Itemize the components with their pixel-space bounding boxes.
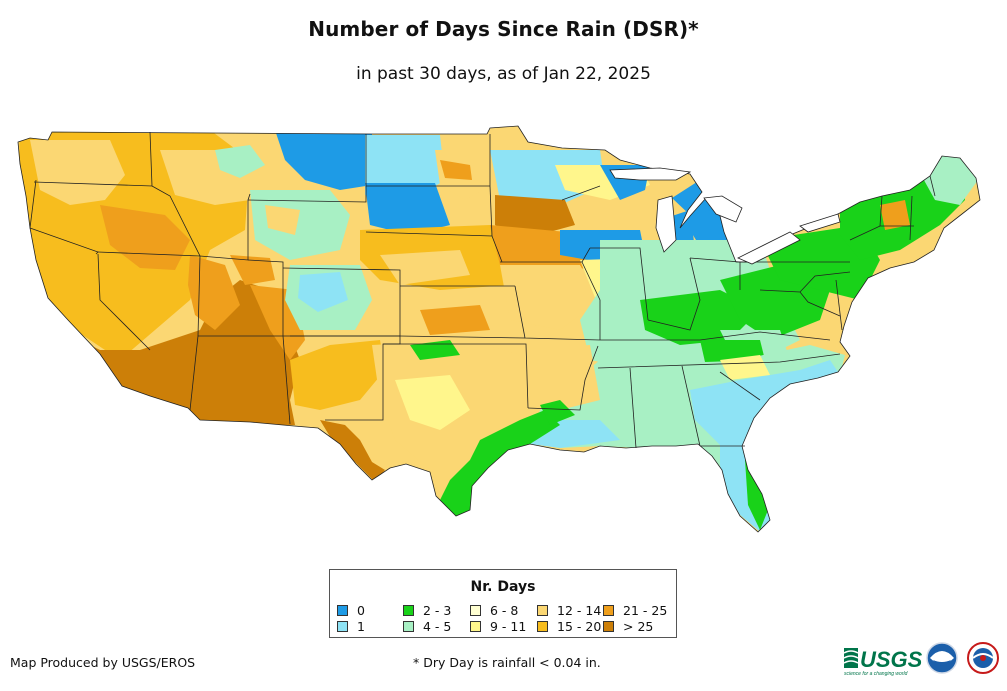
legend-swatch <box>337 605 348 616</box>
legend: Nr. Days 0 1 2 - 3 4 - 5 6 - 8 9 - 11 12… <box>329 569 677 638</box>
legend-item: 21 - 25 <box>603 604 667 618</box>
legend-swatch <box>603 605 614 616</box>
map-subtitle: in past 30 days, as of Jan 22, 2025 <box>356 64 651 84</box>
legend-label: 15 - 20 <box>557 619 602 634</box>
legend-swatch <box>403 605 414 616</box>
legend-swatch <box>537 621 548 632</box>
legend-label: 6 - 8 <box>490 603 519 618</box>
legend-item: 0 <box>337 604 365 618</box>
legend-item: 1 <box>337 620 365 634</box>
legend-label: 9 - 11 <box>490 619 527 634</box>
legend-label: 1 <box>357 619 365 634</box>
producer-credit: Map Produced by USGS/EROS <box>10 655 196 670</box>
legend-label: 12 - 14 <box>557 603 602 618</box>
legend-item: 4 - 5 <box>403 620 451 634</box>
usgs-wordmark: USGS <box>860 647 923 672</box>
usgs-logo: USGS science for a changing world <box>843 647 923 677</box>
legend-swatch <box>470 621 481 632</box>
legend-label: 2 - 3 <box>423 603 452 618</box>
legend-label: 0 <box>357 603 365 618</box>
legend-swatch <box>537 605 548 616</box>
dry-day-footnote: * Dry Day is rainfall < 0.04 in. <box>413 655 601 670</box>
legend-swatch <box>603 621 614 632</box>
legend-label: 4 - 5 <box>423 619 452 634</box>
legend-item: 6 - 8 <box>470 604 518 618</box>
legend-item: 15 - 20 <box>537 620 601 634</box>
map-title: Number of Days Since Rain (DSR)* <box>308 17 699 41</box>
legend-item: 12 - 14 <box>537 604 601 618</box>
legend-label: 21 - 25 <box>623 603 668 618</box>
legend-item: 9 - 11 <box>470 620 526 634</box>
agency-logos: USGS science for a changing world <box>843 642 999 677</box>
legend-title: Nr. Days <box>470 579 536 595</box>
legend-item: > 25 <box>603 620 653 634</box>
legend-swatch <box>337 621 348 632</box>
legend-item: 2 - 3 <box>403 604 451 618</box>
usgs-tagline: science for a changing world <box>844 671 908 677</box>
nws-logo <box>967 642 999 674</box>
legend-swatch <box>403 621 414 632</box>
legend-swatch <box>470 605 481 616</box>
legend-label: > 25 <box>623 619 654 634</box>
noaa-logo <box>926 642 958 674</box>
